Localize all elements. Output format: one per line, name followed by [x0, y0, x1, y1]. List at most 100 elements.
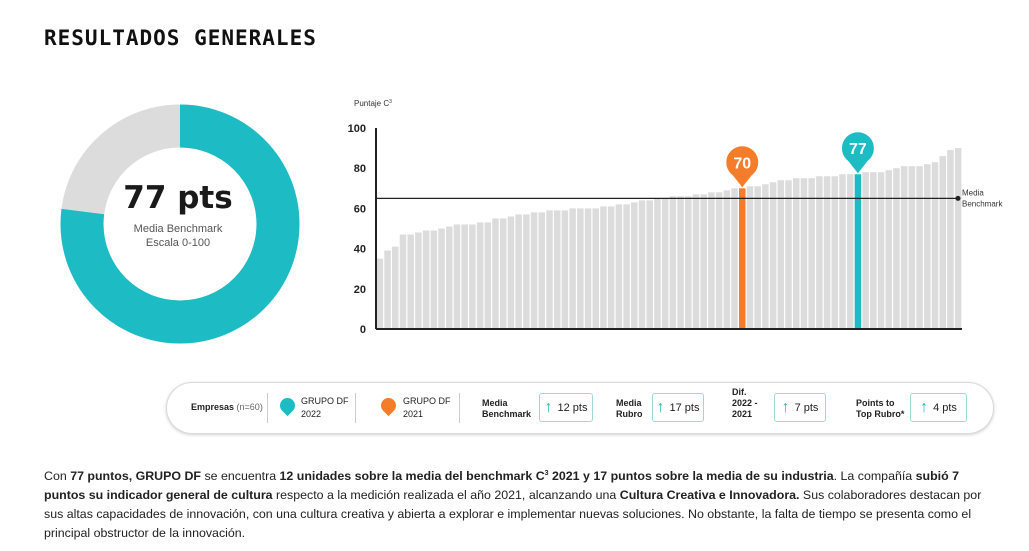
bar — [823, 176, 831, 329]
bar — [523, 214, 530, 329]
legend-box: Empresas (n=60) GRUPO DF 2022 GRUPO DF 2… — [166, 382, 994, 434]
value-pin-label: 70 — [733, 155, 751, 172]
para-text: Con — [44, 469, 71, 484]
bar — [746, 186, 754, 329]
legend-grupo-2021-line1: GRUPO DF — [403, 396, 451, 406]
legend-divider — [355, 393, 356, 423]
bar — [677, 196, 684, 329]
bar — [600, 206, 607, 329]
legend-empresas-n: (n=60) — [236, 402, 263, 412]
metric-value: 12 pts — [557, 401, 588, 414]
bar — [954, 148, 962, 329]
bar — [392, 246, 399, 329]
metric-label-line: Top Rubro* — [856, 409, 905, 419]
para-bold: subió 7 puntos su indicador general de c… — [44, 469, 959, 503]
y-tick-label: 60 — [354, 203, 366, 215]
bar-highlight — [854, 174, 862, 329]
bar — [661, 198, 669, 329]
benchmark-label: Benchmark — [962, 199, 1003, 208]
bar — [399, 234, 407, 329]
benchmark-marker — [955, 195, 961, 201]
bar — [415, 232, 422, 329]
bar — [546, 210, 553, 329]
bar — [631, 202, 638, 329]
para-bold: 2021 y 17 puntos sobre la media de su in… — [548, 469, 834, 484]
bar — [762, 184, 769, 329]
bar — [530, 212, 538, 329]
bar — [607, 206, 615, 329]
bar — [469, 224, 476, 329]
legend-grupo-2022-line2: 2022 — [301, 409, 322, 419]
y-axis-title: Puntaje C3 — [354, 99, 392, 108]
legend-divider — [459, 393, 460, 423]
bar — [831, 176, 839, 329]
donut-sub-2: Escala 0-100 — [145, 237, 211, 249]
bar — [924, 164, 931, 329]
metric-value: 7 pts — [794, 401, 819, 414]
bar — [569, 208, 576, 329]
bar — [515, 214, 522, 329]
para-bold: Cultura Creativa e Innovadora. — [619, 488, 800, 503]
legend-divider — [267, 393, 268, 423]
arrow-up-icon: ↑ — [544, 398, 553, 416]
value-pin-marker — [841, 132, 874, 165]
metric-dif-label: Dif. 2022 - 2021 — [732, 387, 758, 420]
bar-highlight — [738, 188, 746, 329]
bar — [700, 194, 707, 329]
bar — [669, 196, 677, 329]
metric-label-line: Benchmark — [482, 409, 532, 419]
bar — [862, 172, 869, 329]
bar — [916, 166, 923, 329]
metric-value: 4 pts — [933, 401, 957, 414]
bar — [561, 210, 569, 329]
y-axis-title-sup: 3 — [389, 99, 392, 105]
bar — [592, 208, 600, 329]
bar — [577, 208, 584, 329]
metric-label-line: Points to — [856, 398, 895, 408]
bar — [800, 178, 808, 329]
para-text: respecto a la medición realizada el año … — [272, 488, 620, 503]
metric-top-rubro-value: ↑ 4 pts — [910, 393, 967, 422]
arrow-up-icon: ↑ — [920, 398, 929, 416]
bar — [438, 228, 445, 329]
y-tick-label: 80 — [354, 163, 366, 175]
orange-pin-icon — [377, 394, 400, 417]
bar — [499, 218, 507, 329]
metric-label-line: Media — [482, 398, 508, 408]
legend-empresas-label: Empresas — [191, 402, 235, 412]
metric-label-line: Media — [616, 398, 642, 408]
bar — [808, 178, 815, 329]
bar — [885, 170, 893, 329]
donut-value: 77 pts — [123, 180, 233, 216]
bar — [453, 224, 461, 329]
metric-label-line: Rubro — [616, 409, 643, 419]
bar — [422, 230, 430, 329]
bar — [931, 162, 939, 329]
bar — [900, 166, 908, 329]
bar — [430, 230, 438, 329]
y-tick-label: 20 — [354, 284, 366, 296]
value-pin-marker — [726, 146, 759, 179]
benchmark-label: Media — [962, 188, 984, 197]
bar — [553, 210, 561, 329]
bar — [507, 216, 515, 329]
legend-grupo-2022-line1: GRUPO DF — [301, 396, 349, 406]
bar — [476, 222, 484, 329]
bar — [947, 150, 954, 329]
bar — [623, 204, 630, 329]
bar — [777, 180, 785, 329]
bar — [839, 174, 846, 329]
bar — [939, 156, 946, 329]
bar — [723, 190, 731, 329]
metric-top-rubro-label: Points to Top Rubro* — [856, 398, 904, 420]
legend-grupo-2022: GRUPO DF 2022 — [301, 395, 349, 421]
page-title: RESULTADOS GENERALES — [44, 26, 317, 50]
bar — [538, 212, 546, 329]
bar — [484, 222, 492, 329]
summary-paragraph: Con 77 puntos, GRUPO DF se encuentra 12 … — [44, 464, 994, 543]
bar — [654, 198, 661, 329]
bar — [708, 192, 715, 329]
para-bold: 77 puntos, GRUPO DF — [70, 469, 201, 484]
bar — [792, 178, 800, 329]
bar — [846, 174, 854, 329]
